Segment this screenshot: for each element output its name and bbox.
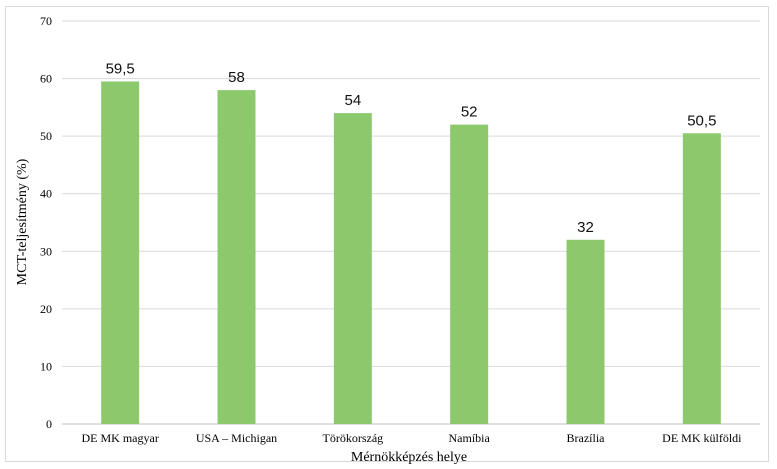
y-tick-label: 30: [40, 244, 52, 258]
gridlines: [62, 20, 760, 425]
data-label: 52: [461, 104, 478, 121]
y-tick-label: 0: [46, 417, 52, 431]
bar: [566, 239, 605, 424]
y-tick-label: 40: [40, 187, 52, 201]
y-axis-ticks: 0 10 20 30 40 50 60 70: [40, 14, 52, 431]
x-tick-label: USA – Michigan: [196, 431, 277, 445]
y-tick-label: 10: [40, 359, 52, 373]
y-tick-label: 50: [40, 129, 52, 143]
y-tick-label: 60: [40, 72, 52, 86]
bar: [217, 90, 256, 424]
y-tick-label: 70: [40, 14, 52, 28]
data-label: 59,5: [106, 60, 135, 77]
x-axis-ticks: DE MK magyar USA – Michigan Törökország Nam…: [82, 431, 743, 445]
x-tick-label: DE MK magyar: [82, 431, 159, 445]
data-labels: 59,5 58 54 52 32 50,5: [106, 60, 717, 235]
bar: [682, 133, 721, 424]
x-tick-label: Törökország: [323, 431, 384, 445]
x-tick-label: Namíbia: [449, 431, 491, 445]
x-axis-label: Mérnökképzés helye: [351, 450, 467, 465]
data-label: 32: [577, 219, 594, 236]
data-label: 50,5: [687, 112, 716, 129]
bar: [450, 124, 489, 424]
bars: [101, 81, 721, 424]
bar: [101, 81, 140, 424]
data-label: 54: [344, 92, 361, 109]
x-tick-label: DE MK külföldi: [662, 431, 742, 445]
data-label: 58: [228, 69, 245, 86]
bar: [333, 113, 372, 424]
x-tick-label: Brazília: [567, 431, 606, 445]
y-tick-label: 20: [40, 302, 52, 316]
y-axis-label: MCT-teljesítmény (%): [15, 158, 30, 285]
